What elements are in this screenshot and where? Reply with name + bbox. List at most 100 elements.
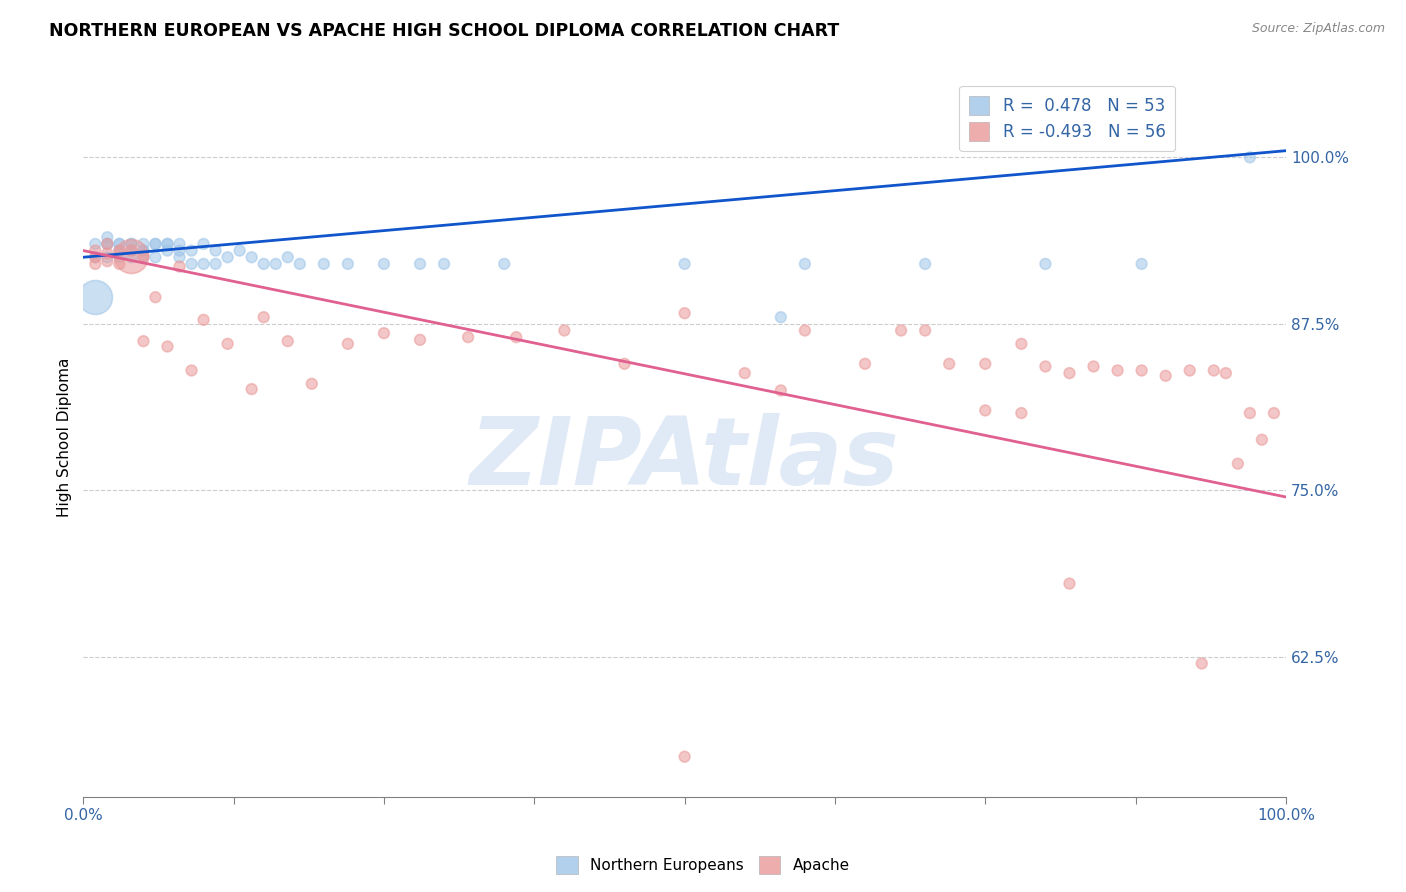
Point <box>457 330 479 344</box>
Point <box>938 357 960 371</box>
Point <box>96 236 118 251</box>
Point <box>793 324 815 338</box>
Point <box>120 249 142 263</box>
Point <box>108 250 131 264</box>
Point <box>1215 366 1237 380</box>
Point <box>108 236 131 251</box>
Point <box>169 250 191 264</box>
Point <box>240 250 263 264</box>
Point <box>301 376 323 391</box>
Point <box>156 244 179 258</box>
Point <box>613 357 636 371</box>
Point <box>108 244 131 258</box>
Point <box>1083 359 1105 374</box>
Point <box>1010 336 1032 351</box>
Point <box>1130 363 1153 377</box>
Point <box>505 330 527 344</box>
Point <box>96 236 118 251</box>
Point <box>132 250 155 264</box>
Point <box>734 366 756 380</box>
Point <box>1226 457 1249 471</box>
Point <box>108 244 131 258</box>
Point <box>96 246 118 260</box>
Point <box>132 334 155 348</box>
Point <box>132 236 155 251</box>
Point <box>132 244 155 258</box>
Point <box>673 749 696 764</box>
Point <box>169 260 191 274</box>
Point <box>914 257 936 271</box>
Point <box>253 310 276 325</box>
Point <box>145 236 167 251</box>
Point <box>156 236 179 251</box>
Legend: R =  0.478   N = 53, R = -0.493   N = 56: R = 0.478 N = 53, R = -0.493 N = 56 <box>959 86 1175 151</box>
Y-axis label: High School Diploma: High School Diploma <box>58 358 72 516</box>
Point <box>673 306 696 320</box>
Point <box>180 244 202 258</box>
Point <box>132 244 155 258</box>
Point <box>108 236 131 251</box>
Point <box>1035 359 1057 374</box>
Point <box>312 257 335 271</box>
Point <box>156 339 179 353</box>
Point <box>769 384 792 398</box>
Point <box>288 257 311 271</box>
Point <box>336 257 359 271</box>
Point <box>96 236 118 251</box>
Point <box>120 244 142 258</box>
Point <box>1191 657 1213 671</box>
Point <box>240 382 263 396</box>
Point <box>373 326 395 341</box>
Point <box>169 244 191 258</box>
Point <box>1130 257 1153 271</box>
Point <box>120 250 142 264</box>
Point <box>409 333 432 347</box>
Point <box>1202 363 1225 377</box>
Point <box>217 250 239 264</box>
Point <box>890 324 912 338</box>
Point <box>974 403 997 417</box>
Point <box>1059 576 1081 591</box>
Text: Source: ZipAtlas.com: Source: ZipAtlas.com <box>1251 22 1385 36</box>
Point <box>180 363 202 377</box>
Point <box>96 230 118 244</box>
Point <box>145 236 167 251</box>
Point <box>253 257 276 271</box>
Point <box>204 244 226 258</box>
Point <box>494 257 516 271</box>
Point <box>120 236 142 251</box>
Point <box>1035 257 1057 271</box>
Point <box>1154 368 1177 383</box>
Point <box>96 250 118 264</box>
Text: ZIPAtlas: ZIPAtlas <box>470 413 900 505</box>
Point <box>120 236 142 251</box>
Point <box>84 236 107 251</box>
Point <box>96 254 118 268</box>
Point <box>1251 433 1274 447</box>
Point <box>1239 150 1261 164</box>
Point <box>193 313 215 327</box>
Point <box>169 236 191 251</box>
Point <box>132 249 155 263</box>
Legend: Northern Europeans, Apache: Northern Europeans, Apache <box>550 850 856 880</box>
Point <box>1010 406 1032 420</box>
Point <box>277 334 299 348</box>
Point <box>1178 363 1201 377</box>
Point <box>145 290 167 304</box>
Point <box>84 250 107 264</box>
Point <box>1263 406 1285 420</box>
Point <box>769 310 792 325</box>
Point <box>974 357 997 371</box>
Point <box>228 244 250 258</box>
Point <box>156 236 179 251</box>
Point <box>409 257 432 271</box>
Point <box>84 244 107 258</box>
Point <box>853 357 876 371</box>
Point <box>84 250 107 264</box>
Point <box>193 236 215 251</box>
Point <box>673 257 696 271</box>
Point <box>204 257 226 271</box>
Point <box>373 257 395 271</box>
Point <box>264 257 287 271</box>
Point <box>433 257 456 271</box>
